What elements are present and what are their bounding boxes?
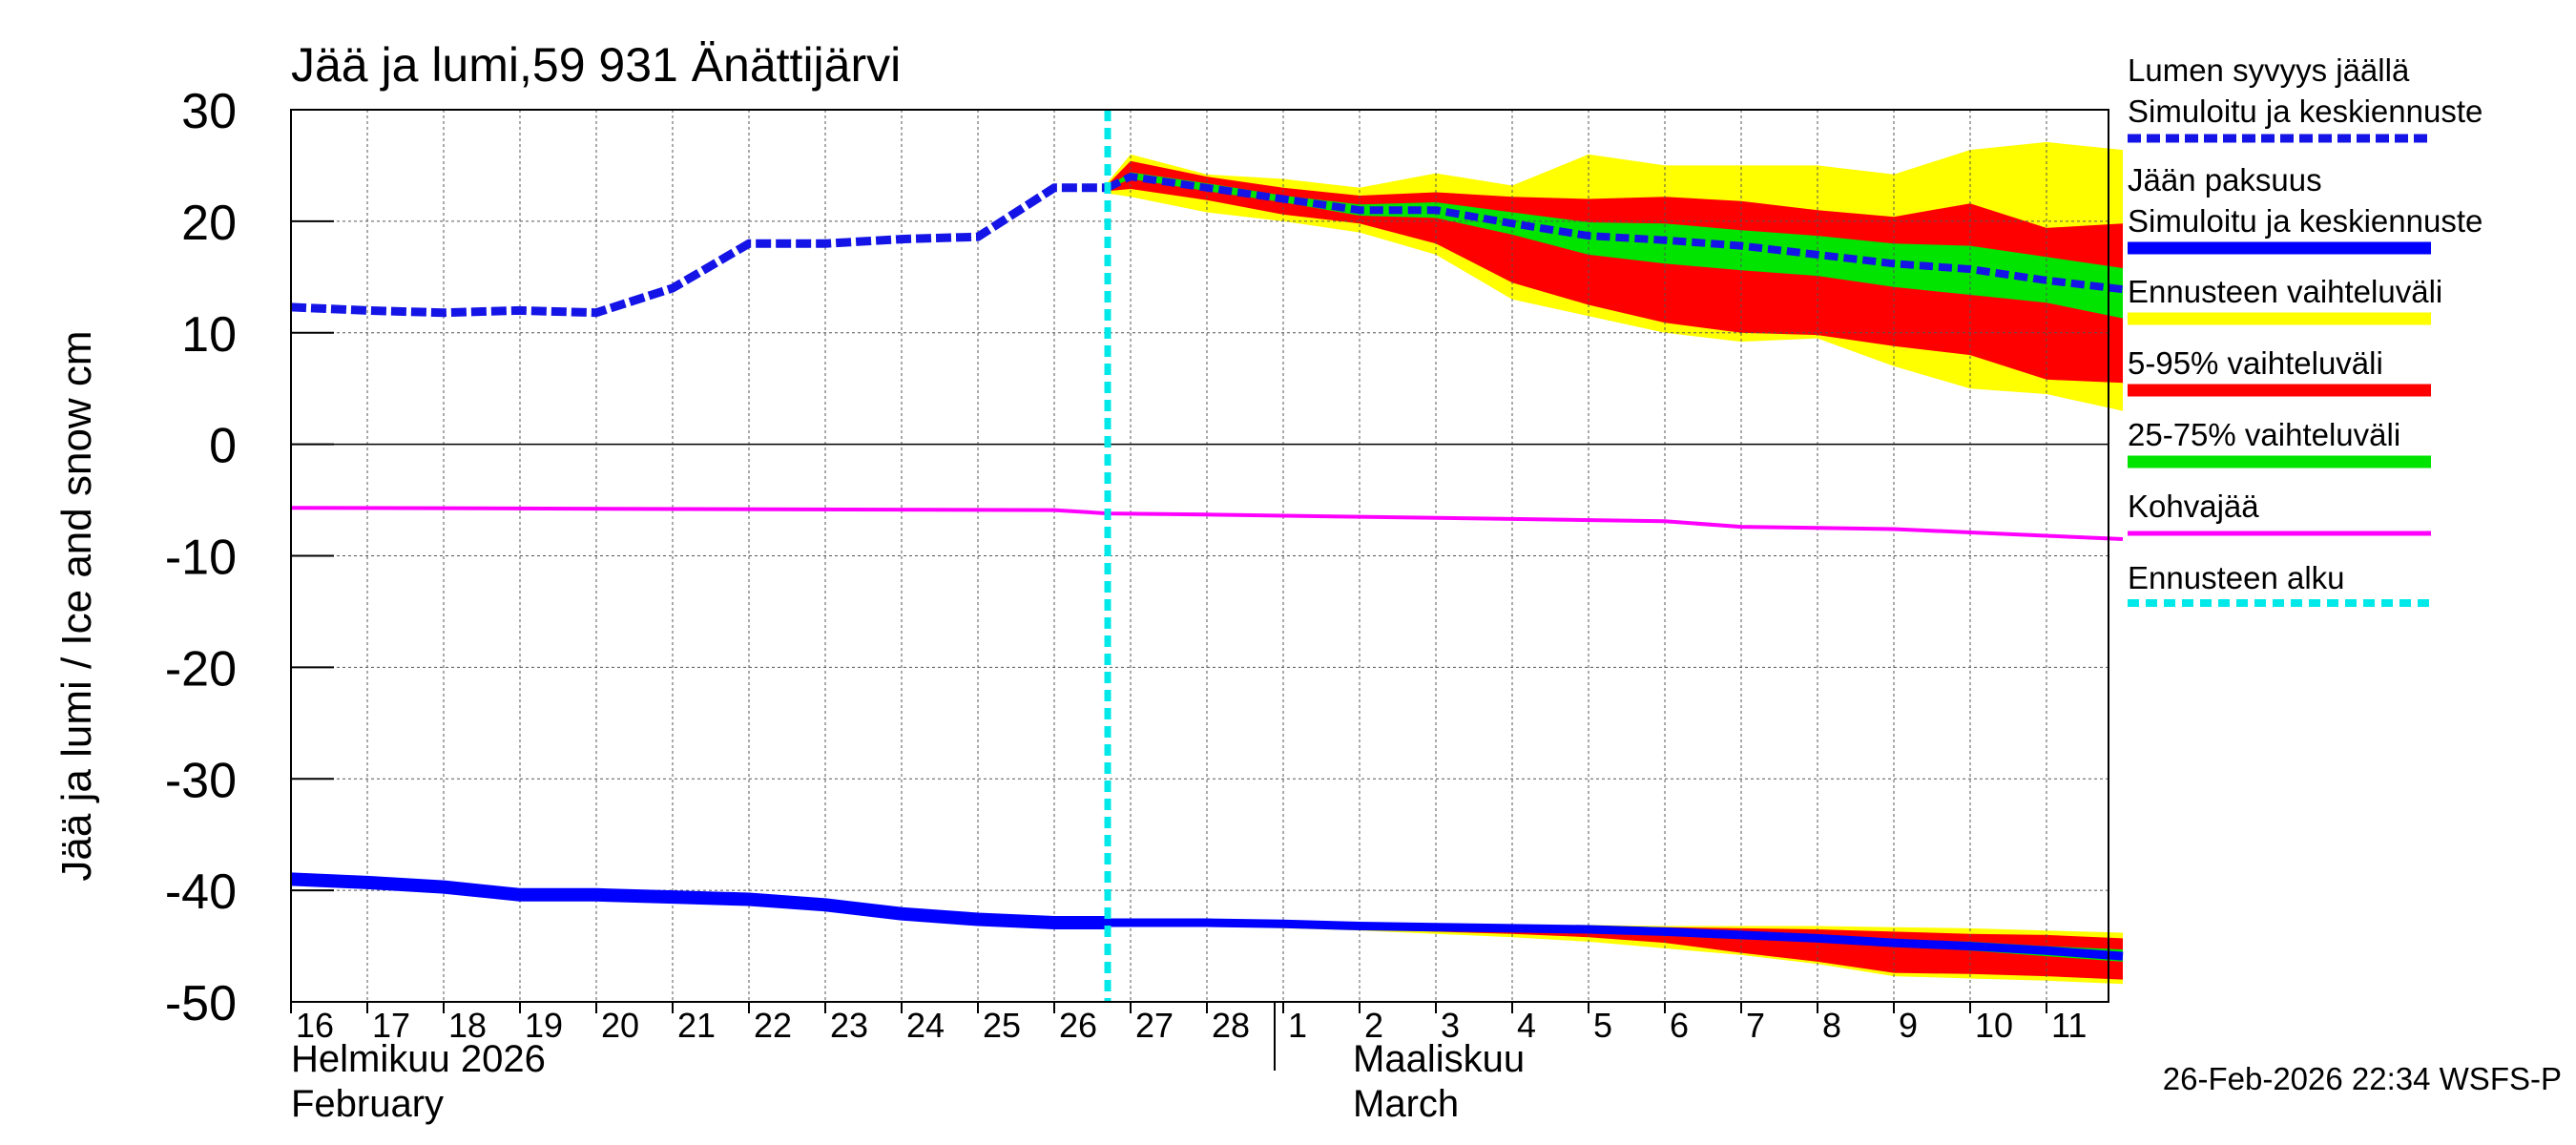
x-tick-label: 5 bbox=[1593, 1006, 1612, 1045]
x-tick-label: 20 bbox=[601, 1006, 639, 1045]
x-tick-label: 6 bbox=[1670, 1006, 1689, 1045]
grid-lines bbox=[291, 110, 2109, 1002]
legend-p2575-label: 25-75% vaihteluväli bbox=[2128, 417, 2400, 452]
chart-title: Jää ja lumi,59 931 Änättijärvi bbox=[291, 38, 901, 92]
y-tick-label: 30 bbox=[181, 84, 237, 139]
y-tick-label: 10 bbox=[181, 307, 237, 363]
x-tick-label: 26 bbox=[1059, 1006, 1097, 1045]
ice-observed-line bbox=[290, 872, 1108, 929]
x-tick-label: 3 bbox=[1441, 1006, 1460, 1045]
x-tick-label: 1 bbox=[1288, 1006, 1307, 1045]
snow-5-95-band bbox=[1108, 160, 2123, 384]
y-tick-label: 20 bbox=[181, 196, 237, 251]
y-axis-label: Jää ja lumi / Ice and snow cm bbox=[53, 330, 100, 881]
month-label-feb-en: February bbox=[291, 1083, 444, 1125]
x-tick-label: 28 bbox=[1212, 1006, 1250, 1045]
ice-forecast-line bbox=[1108, 918, 2124, 961]
y-tick-label: -20 bbox=[165, 641, 237, 697]
snow-observed-line bbox=[290, 183, 1108, 318]
y-tick-label: -40 bbox=[165, 864, 237, 920]
x-tick-label: 9 bbox=[1899, 1006, 1918, 1045]
legend-fstart-label: Ennusteen alku bbox=[2128, 560, 2345, 595]
x-axis-ticks: 16 17 18 19 20 21 22 23 24 25 26 27 28 1 2 3 4 5 6 7 8 9 10 11 bbox=[290, 1002, 2087, 1045]
x-tick-label: 11 bbox=[2051, 1006, 2087, 1045]
x-tick-label: 16 bbox=[296, 1006, 334, 1045]
x-tick-label: 8 bbox=[1822, 1006, 1841, 1045]
x-tick-label: 21 bbox=[677, 1006, 716, 1045]
x-tick-label: 24 bbox=[906, 1006, 945, 1045]
x-tick-label: 23 bbox=[830, 1006, 868, 1045]
y-tick-label: -10 bbox=[165, 531, 237, 586]
legend-ice-label: Simuloitu ja keskiennuste bbox=[2128, 203, 2483, 239]
y-tick-label: -30 bbox=[165, 753, 237, 808]
ice-5-95-band bbox=[1108, 921, 2123, 980]
snow-forecast-line bbox=[1106, 173, 2124, 294]
x-tick-label: 17 bbox=[372, 1006, 410, 1045]
legend-ice-title: Jään paksuus bbox=[2128, 162, 2322, 198]
x-tick-label: 19 bbox=[525, 1006, 563, 1045]
x-tick-label: 2 bbox=[1364, 1006, 1383, 1045]
x-tick-label: 7 bbox=[1746, 1006, 1765, 1045]
month-label-mar-fi: Maaliskuu bbox=[1353, 1038, 1525, 1080]
x-tick-label: 22 bbox=[754, 1006, 792, 1045]
data-lines bbox=[290, 110, 2124, 1002]
x-tick-label: 25 bbox=[983, 1006, 1021, 1045]
x-tick-label: 27 bbox=[1135, 1006, 1174, 1045]
legend-snow-label: Simuloitu ja keskiennuste bbox=[2128, 94, 2483, 129]
x-tick-label: 10 bbox=[1975, 1006, 2013, 1045]
y-tick-label: -50 bbox=[165, 976, 237, 1031]
legend-snow-title: Lumen syvyys jäällä bbox=[2128, 52, 2410, 88]
legend: Lumen syvyys jäällä Simuloitu ja keskien… bbox=[2128, 52, 2483, 607]
timestamp: 26-Feb-2026 22:34 WSFS-P bbox=[2163, 1061, 2562, 1096]
legend-slush-label: Kohvajää bbox=[2128, 489, 2259, 524]
legend-full-label: Ennusteen vaihteluväli bbox=[2128, 274, 2442, 309]
x-tick-label: 4 bbox=[1517, 1006, 1536, 1045]
month-label-feb-fi: Helmikuu 2026 bbox=[291, 1038, 546, 1080]
legend-p595-label: 5-95% vaihteluväli bbox=[2128, 345, 2383, 381]
x-tick-label: 18 bbox=[448, 1006, 487, 1045]
y-tick-label: 0 bbox=[209, 419, 237, 474]
month-label-mar-en: March bbox=[1353, 1083, 1459, 1125]
y-axis-ticks: 30 20 10 0 -10 -20 -30 -40 -50 bbox=[165, 84, 334, 1031]
